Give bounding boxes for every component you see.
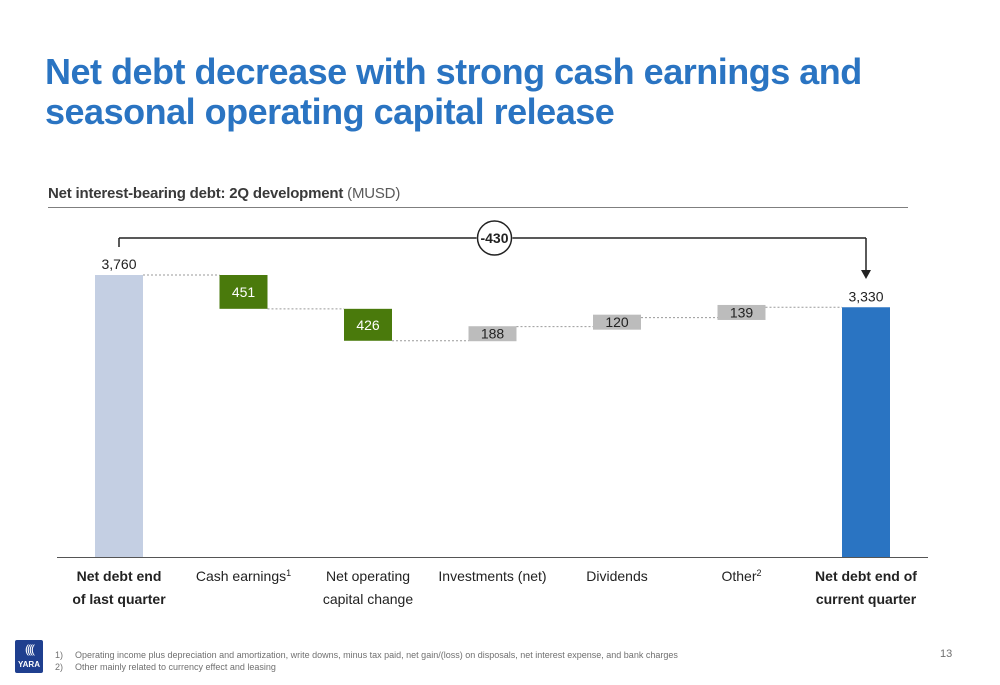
end-total-value-label: 3,330: [848, 288, 883, 304]
category-label: Other2: [721, 568, 761, 584]
chart-subtitle-main: Net interest-bearing debt: 2Q developmen…: [48, 185, 344, 202]
category-label: capital change: [323, 591, 414, 607]
category-label: of last quarter: [72, 591, 166, 607]
total-change-circle: [476, 220, 513, 256]
bracket-arrowhead: [861, 270, 871, 279]
decrease-value-label: 451: [232, 284, 256, 300]
category-label: Net operating: [326, 568, 410, 584]
category-label: Net debt end: [77, 568, 162, 584]
total-change-label: -430: [480, 230, 508, 246]
category-label: current quarter: [816, 591, 917, 607]
footnote-1-text: Operating income plus depreciation and a…: [75, 650, 678, 660]
increase-value-label: 188: [481, 326, 505, 342]
increase-value-label: 120: [605, 314, 629, 330]
start-total-bar: [95, 275, 143, 557]
total-change-bracket: -430: [118, 220, 871, 279]
increase-bar-stem: [727, 307, 756, 318]
increase-bar-stem: [603, 317, 631, 327]
yara-logo: (((( YARA: [15, 640, 43, 673]
end-total-bar: [842, 307, 890, 557]
chart-subtitle-unit: (MUSD): [347, 185, 401, 202]
decrease-bar: [219, 275, 268, 309]
footnote-2-text: Other mainly related to currency effect …: [75, 662, 276, 672]
start-total-value-label: 3,760: [101, 256, 136, 272]
footnotes: 1) Operating income plus depreciation an…: [55, 649, 678, 673]
slide-title: Net debt decrease with strong cash earni…: [45, 51, 862, 132]
category-label: Investments (net): [438, 568, 546, 584]
subtitle-divider: [48, 207, 908, 208]
page-number: 13: [940, 648, 953, 660]
yara-logo-text: YARA: [18, 660, 40, 669]
decrease-bar: [344, 308, 392, 341]
category-footnote-ref: 2: [757, 568, 762, 578]
decrease-value-label: 426: [356, 317, 380, 333]
waterfall-chart: 3,760 Net debt end of last quarter 451 Cash …: [57, 220, 928, 607]
category-label: Net debt end of: [815, 568, 917, 584]
footnote-2: 2) Other mainly related to currency effe…: [55, 661, 678, 673]
footnote-1-number: 1): [55, 650, 64, 660]
category-label: Cash earnings1: [196, 568, 291, 584]
footnote-2-number: 2): [55, 662, 64, 672]
increase-bar-stem: [478, 326, 507, 341]
footnote-1: 1) Operating income plus depreciation an…: [55, 649, 678, 661]
category-label: Dividends: [586, 568, 647, 584]
increase-value-label: 139: [730, 304, 754, 320]
yara-logo-mark: ((((: [25, 642, 35, 656]
chart-subtitle: Net interest-bearing debt: 2Q developmen…: [48, 185, 400, 202]
category-footnote-ref: 1: [286, 568, 291, 578]
